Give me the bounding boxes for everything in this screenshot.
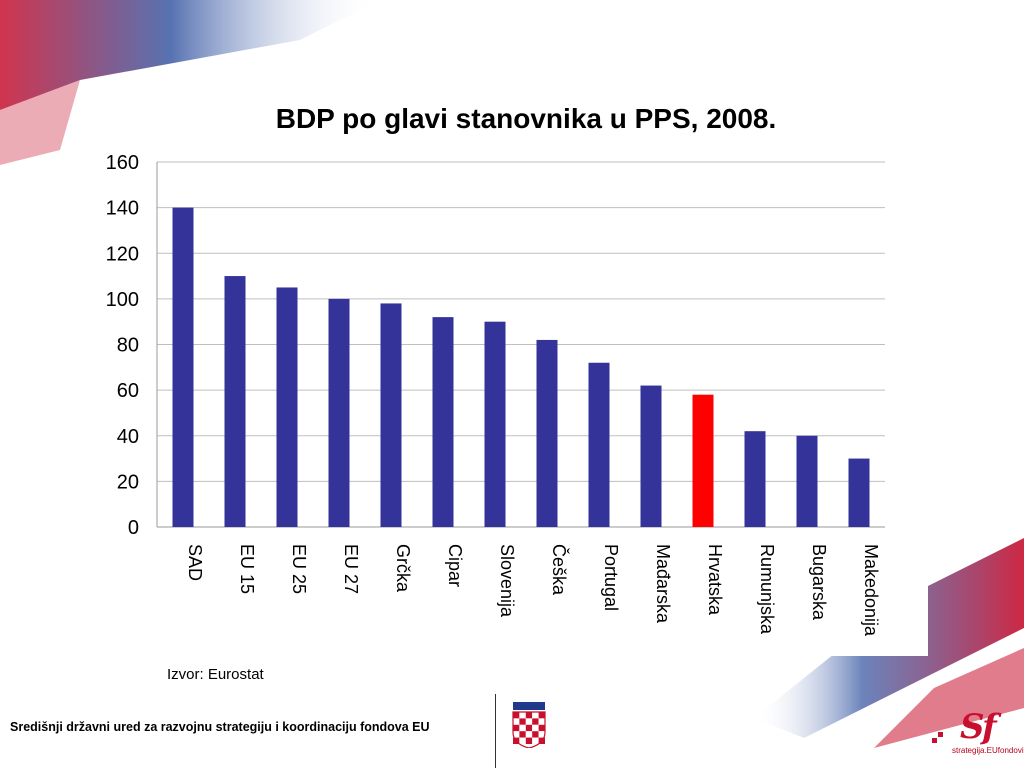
- strategija-eufondovi-logo-icon: S f: [932, 708, 1002, 747]
- bar-slovenija: [484, 321, 506, 527]
- x-tick-label: Slovenija: [497, 544, 517, 618]
- x-tick-label: Mađarska: [653, 544, 673, 624]
- x-tick-label: Češka: [549, 544, 570, 596]
- bar-cipar: [432, 317, 454, 527]
- bar-eu-27: [328, 298, 350, 527]
- x-tick-label: Bugarska: [809, 544, 829, 621]
- x-axis-tick-labels: SAD EU 15 EU 25 EU 27 Grčka Cipar Slovenija Češ…: [185, 544, 881, 637]
- x-tick-label: EU 25: [289, 544, 309, 594]
- bar-grčka: [380, 303, 402, 527]
- bar-eu-25: [276, 287, 298, 527]
- y-tick-label: 120: [106, 243, 139, 265]
- y-tick-label: 160: [106, 152, 139, 174]
- bar-portugal: [588, 362, 610, 527]
- y-tick-label: 20: [117, 471, 139, 493]
- x-tick-label: Cipar: [445, 544, 465, 587]
- footer-divider: [495, 694, 496, 768]
- bar-češka: [536, 339, 558, 527]
- bar-mađarska: [640, 385, 662, 527]
- x-tick-label: EU 15: [237, 544, 257, 594]
- svg-text:f: f: [980, 708, 1002, 747]
- y-tick-label: 40: [117, 426, 139, 448]
- y-tick-label: 140: [106, 198, 139, 220]
- croatian-coat-of-arms-icon: [512, 702, 546, 748]
- bar-rumunjska: [744, 431, 766, 527]
- gridlines: [156, 161, 885, 528]
- y-tick-label: 100: [106, 289, 139, 311]
- bar-eu-15: [224, 276, 246, 527]
- source-note: Izvor: Eurostat: [167, 666, 264, 683]
- x-tick-label: Hrvatska: [705, 544, 725, 616]
- x-tick-label: SAD: [185, 544, 205, 581]
- bar-makedonija: [848, 458, 870, 527]
- y-tick-label: 0: [128, 517, 139, 539]
- x-tick-label: EU 27: [341, 544, 361, 594]
- y-tick-label: 80: [117, 335, 139, 357]
- chart-title: BDP po glavi stanovnika u PPS, 2008.: [276, 103, 777, 134]
- y-tick-label: 60: [117, 380, 139, 402]
- x-tick-label: Grčka: [393, 544, 413, 593]
- bar-chart: BDP po glavi stanovnika u PPS, 2008. 0 20…: [106, 103, 885, 637]
- svg-text:S: S: [960, 708, 985, 747]
- bar-sad: [172, 207, 194, 527]
- logo-caption: strategija.EUfondovi: [952, 746, 1024, 755]
- bars: [172, 207, 870, 527]
- x-tick-label: Rumunjska: [757, 544, 777, 635]
- bar-hrvatska: [692, 394, 714, 527]
- x-tick-label: Makedonija: [861, 544, 881, 637]
- chart-panel: BDP po glavi stanovnika u PPS, 2008. 0 20…: [80, 80, 928, 656]
- bar-bugarska: [796, 435, 818, 527]
- x-tick-label: Portugal: [601, 544, 621, 611]
- y-axis-tick-labels: 0 20 40 60 80 100 120 140 160: [106, 152, 139, 539]
- footer-organization-name: Središnji državni ured za razvojnu strat…: [10, 720, 430, 734]
